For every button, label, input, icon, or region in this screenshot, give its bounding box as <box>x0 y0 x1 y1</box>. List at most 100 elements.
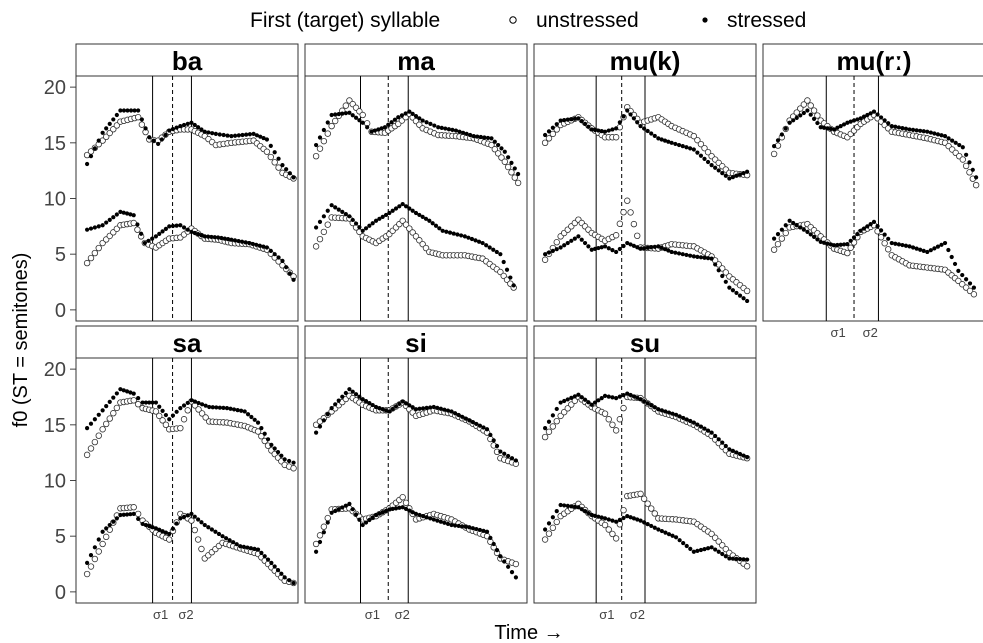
unstressed-point <box>159 417 166 424</box>
stressed-point <box>336 398 341 403</box>
stressed-point <box>582 509 588 514</box>
stressed-point <box>868 222 873 227</box>
stressed-point <box>192 122 197 128</box>
panel-title: mu(rː) <box>836 46 911 76</box>
stressed-point <box>592 400 598 405</box>
stressed-point <box>350 507 355 512</box>
stressed-point <box>236 238 241 244</box>
stressed-point <box>554 509 559 514</box>
stressed-point <box>111 117 116 122</box>
stressed-point <box>111 215 116 220</box>
stressed-point <box>373 218 379 223</box>
unstressed-point <box>814 112 821 119</box>
y-tick-label: 0 <box>55 300 66 322</box>
stressed-point <box>413 210 419 216</box>
stressed-point <box>727 176 732 181</box>
stressed-point <box>691 420 696 425</box>
legend-marker-stressed <box>702 17 708 23</box>
stressed-point <box>275 450 281 455</box>
stressed-point <box>670 533 675 538</box>
y-tick-label: 5 <box>55 526 66 548</box>
stressed-point <box>565 240 570 246</box>
stressed-point <box>861 226 867 231</box>
stressed-point <box>893 241 898 246</box>
unstressed-point <box>877 234 885 241</box>
stressed-point <box>484 529 490 534</box>
stressed-point <box>716 168 721 173</box>
stressed-point <box>85 227 90 232</box>
stressed-point <box>390 406 395 412</box>
unstressed-point <box>847 244 854 251</box>
unstressed-point <box>620 404 627 412</box>
stressed-point <box>798 225 803 230</box>
stressed-point <box>798 113 803 118</box>
stressed-point <box>942 134 948 139</box>
unstressed-point <box>324 514 331 522</box>
stressed-point <box>723 554 728 559</box>
stressed-point <box>189 120 194 125</box>
stressed-point <box>333 205 338 210</box>
unstressed-point <box>312 243 320 250</box>
stressed-point <box>272 150 277 155</box>
stressed-point <box>367 223 372 228</box>
stressed-point <box>447 230 453 235</box>
stressed-point <box>325 208 330 213</box>
stressed-point <box>645 128 650 134</box>
unstressed-point <box>156 412 163 420</box>
stressed-point <box>628 515 633 520</box>
stressed-point <box>502 559 507 564</box>
stressed-point <box>403 204 409 209</box>
unstressed-point <box>198 545 205 553</box>
stressed-point <box>509 160 514 165</box>
stressed-point <box>688 418 693 424</box>
stressed-point <box>730 175 736 180</box>
stressed-point <box>589 512 594 518</box>
stressed-point <box>470 420 475 425</box>
stressed-point <box>928 130 933 135</box>
stressed-point <box>562 398 567 404</box>
stressed-point <box>569 504 574 509</box>
stressed-point <box>321 530 326 535</box>
stressed-point <box>100 130 105 135</box>
stressed-point <box>649 131 654 136</box>
stressed-point <box>673 535 679 540</box>
stressed-point <box>407 206 412 211</box>
unstressed-point <box>99 540 106 548</box>
stressed-point <box>372 128 378 133</box>
stressed-point <box>225 237 231 242</box>
stressed-point <box>336 507 341 512</box>
stressed-point <box>805 229 810 235</box>
sigma1-label: σ1 <box>153 607 168 622</box>
stressed-point <box>723 279 728 284</box>
stressed-point <box>614 126 619 131</box>
stressed-point <box>481 425 486 430</box>
sigma1-label: σ1 <box>831 325 846 340</box>
stressed-point <box>957 142 962 148</box>
unstressed-point <box>359 111 366 119</box>
stressed-point <box>442 407 447 412</box>
sigma1-label: σ1 <box>365 607 380 622</box>
unstressed-point <box>184 407 191 414</box>
stressed-point <box>430 221 435 226</box>
stressed-point <box>858 116 863 121</box>
stressed-point <box>340 394 345 399</box>
stressed-point <box>321 418 326 423</box>
stressed-point <box>403 111 408 116</box>
stressed-point <box>222 236 227 241</box>
stressed-point <box>321 214 326 219</box>
unstressed-point <box>810 107 818 114</box>
stressed-point <box>417 116 422 121</box>
stressed-point <box>688 253 693 258</box>
stressed-point <box>373 404 379 410</box>
stressed-point <box>666 248 671 253</box>
stressed-point <box>649 403 654 408</box>
unstressed-point <box>743 287 751 295</box>
panel-strip <box>533 325 757 359</box>
stressed-point <box>928 248 933 253</box>
unstressed-point <box>399 494 406 501</box>
stressed-point <box>442 520 447 525</box>
legend-marker-unstressed <box>509 16 517 24</box>
stressed-point <box>157 404 162 409</box>
unstressed-point <box>113 122 121 129</box>
stressed-point <box>202 129 207 134</box>
